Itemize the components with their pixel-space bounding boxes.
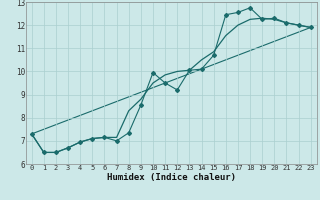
X-axis label: Humidex (Indice chaleur): Humidex (Indice chaleur): [107, 173, 236, 182]
